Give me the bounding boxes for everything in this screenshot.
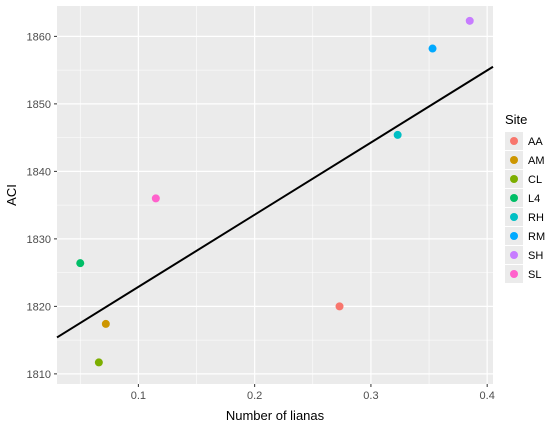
y-tick-label: 1840 xyxy=(27,166,51,178)
legend-label-rh: RH xyxy=(528,212,544,224)
data-point-sl xyxy=(151,194,160,203)
legend-key-l4 xyxy=(510,194,518,202)
legend-key-cl xyxy=(510,175,518,183)
x-tick-label: 0.2 xyxy=(247,390,262,402)
legend-key-rm xyxy=(510,232,518,240)
legend-label-sl: SL xyxy=(528,269,541,281)
legend-key-sh xyxy=(510,251,518,259)
legend-key-sl xyxy=(510,270,518,278)
data-point-am xyxy=(101,319,110,328)
legend-label-sh: SH xyxy=(528,250,543,262)
legend-label-l4: L4 xyxy=(528,193,540,205)
y-tick-label: 1830 xyxy=(27,234,51,246)
data-point-aa xyxy=(335,302,344,311)
data-point-cl xyxy=(94,358,103,367)
data-point-rh xyxy=(393,130,402,139)
data-point-sh xyxy=(465,16,474,25)
legend-label-rm: RM xyxy=(528,231,545,243)
trend-line xyxy=(56,65,494,339)
plot-panel xyxy=(57,6,493,384)
legend-label-cl: CL xyxy=(528,174,542,186)
minor-gridlines xyxy=(57,6,493,384)
x-axis-ticks: 0.1 0.2 0.3 0.4 xyxy=(131,384,495,402)
legend-title: Site xyxy=(505,112,527,127)
y-tick-label: 1860 xyxy=(27,31,51,43)
data-points xyxy=(76,16,474,367)
data-point-rm xyxy=(428,44,437,53)
legend-key-am xyxy=(510,156,518,164)
y-tick-label: 1850 xyxy=(27,99,51,111)
x-tick-label: 0.1 xyxy=(131,390,146,402)
legend-key-rh xyxy=(510,213,518,221)
legend-label-am: AM xyxy=(528,155,545,167)
y-axis-title: ACI xyxy=(4,184,19,206)
y-tick-label: 1820 xyxy=(27,301,51,313)
legend-key-aa xyxy=(510,137,518,145)
x-tick-label: 0.3 xyxy=(363,390,378,402)
legend: Site AA AM CL L4 RH RM SH SL xyxy=(505,112,545,283)
data-point-l4 xyxy=(76,259,85,268)
legend-label-aa: AA xyxy=(528,136,543,148)
y-tick-label: 1810 xyxy=(27,369,51,381)
major-gridlines xyxy=(57,6,493,384)
y-axis-ticks: 1810 1820 1830 1840 1850 1860 xyxy=(27,31,57,381)
x-axis-title: Number of lianas xyxy=(226,408,325,423)
x-tick-label: 0.4 xyxy=(480,390,495,402)
